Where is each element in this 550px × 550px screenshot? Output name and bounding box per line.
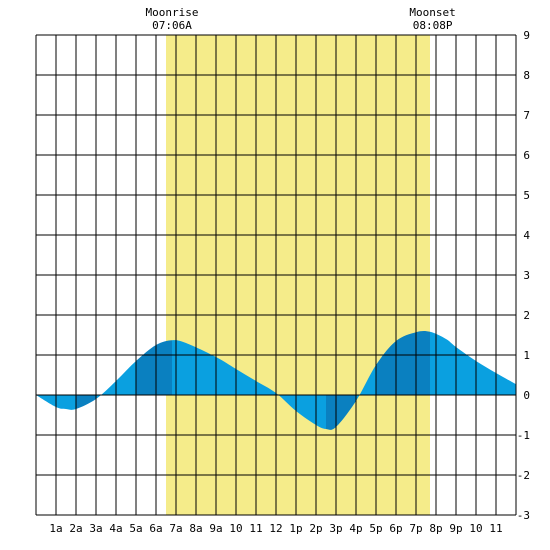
x-tick-label: 7p (409, 522, 422, 535)
y-tick-label: 2 (523, 309, 530, 322)
y-tick-label: 7 (523, 109, 530, 122)
x-tick-label: 1a (49, 522, 62, 535)
y-tick-label: 5 (523, 189, 530, 202)
x-tick-label: 6a (149, 522, 162, 535)
x-tick-label: 7a (169, 522, 182, 535)
x-tick-label: 8p (429, 522, 442, 535)
x-tick-label: 3a (89, 522, 102, 535)
y-tick-label: 4 (523, 229, 530, 242)
x-tick-label: 4p (349, 522, 362, 535)
x-tick-label: 9a (209, 522, 222, 535)
x-tick-label: 11 (249, 522, 262, 535)
x-tick-label: 12 (269, 522, 282, 535)
y-tick-label: -2 (517, 469, 530, 482)
x-tick-label: 5a (129, 522, 142, 535)
x-tick-label: 1p (289, 522, 302, 535)
x-axis-labels: 1a 2a 3a 4a 5a 6a 7a 8a 9a 10 11 12 1p 2p 3p 4p 5p 6p 7p 8p… (49, 522, 502, 535)
x-tick-label: 5p (369, 522, 382, 535)
y-tick-label: -1 (517, 429, 530, 442)
y-axis-labels: 9 8 7 6 5 4 3 2 1 0 -1 -2 -3 (517, 29, 531, 522)
y-tick-label: -3 (517, 509, 530, 522)
y-tick-label: 8 (523, 69, 530, 82)
x-tick-label: 10 (229, 522, 242, 535)
x-tick-label: 11 (489, 522, 502, 535)
moonrise-time: 07:06A (152, 19, 192, 32)
y-tick-label: 9 (523, 29, 530, 42)
x-tick-label: 10 (469, 522, 482, 535)
moonset-time: 08:08P (413, 19, 453, 32)
x-tick-label: 6p (389, 522, 402, 535)
x-tick-label: 3p (329, 522, 342, 535)
x-tick-label: 2p (309, 522, 322, 535)
x-tick-label: 9p (449, 522, 462, 535)
x-tick-label: 4a (109, 522, 122, 535)
moon-labels: Moonrise 07:06A Moonset 08:08P (146, 6, 456, 32)
y-tick-label: 0 (523, 389, 530, 402)
y-tick-label: 1 (523, 349, 530, 362)
moonrise-label: Moonrise (146, 6, 199, 19)
x-tick-label: 2a (69, 522, 82, 535)
y-tick-label: 3 (523, 269, 530, 282)
moonset-label: Moonset (409, 6, 455, 19)
grid-layer (35, 34, 517, 516)
x-tick-label: 8a (189, 522, 202, 535)
y-tick-label: 6 (523, 149, 530, 162)
